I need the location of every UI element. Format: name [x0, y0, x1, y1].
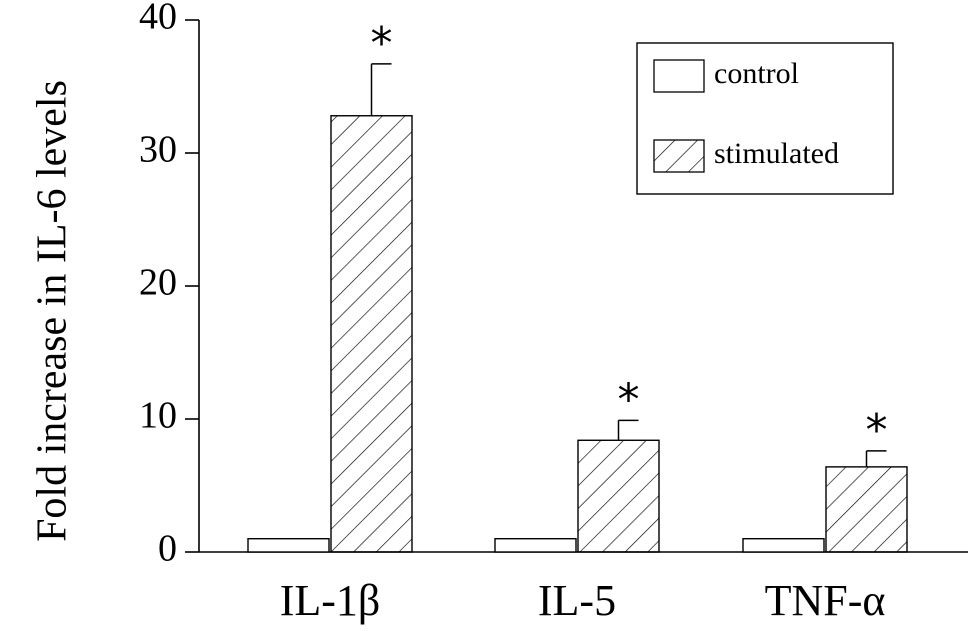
- bar-control: [494, 538, 577, 553]
- y-axis-title: Fold increase in IL-6 levels: [30, 80, 76, 542]
- x-category-label: IL-1β: [280, 576, 381, 625]
- y-axis-ticks: 0 10 20 30 40: [139, 0, 199, 570]
- legend-label-stimulated: stimulated: [714, 137, 839, 170]
- bar-control: [742, 538, 825, 553]
- bar-stimulated: [577, 439, 660, 553]
- significance-star: *: [866, 405, 888, 456]
- legend-swatch-stimulated: [653, 139, 705, 173]
- x-category-label: TNF-α: [765, 576, 886, 625]
- legend-label-control: control: [714, 57, 799, 90]
- significance-star: *: [371, 18, 393, 69]
- y-tick-label: 0: [158, 528, 177, 570]
- legend-swatch-control: [653, 59, 705, 93]
- significance-star: *: [618, 374, 640, 425]
- x-category-label: IL-5: [538, 576, 616, 625]
- bar-stimulated: [825, 466, 908, 553]
- y-tick-label: 30: [139, 129, 177, 171]
- bar-control: [247, 538, 330, 553]
- legend: control stimulated: [636, 42, 894, 195]
- bars: * * *: [247, 18, 908, 553]
- x-axis-labels: IL-1β IL-5 TNF-α: [280, 576, 886, 625]
- y-tick-label: 10: [139, 395, 177, 437]
- bar-stimulated: [330, 115, 413, 553]
- y-tick-label: 20: [139, 262, 177, 304]
- y-tick-label: 40: [139, 0, 177, 38]
